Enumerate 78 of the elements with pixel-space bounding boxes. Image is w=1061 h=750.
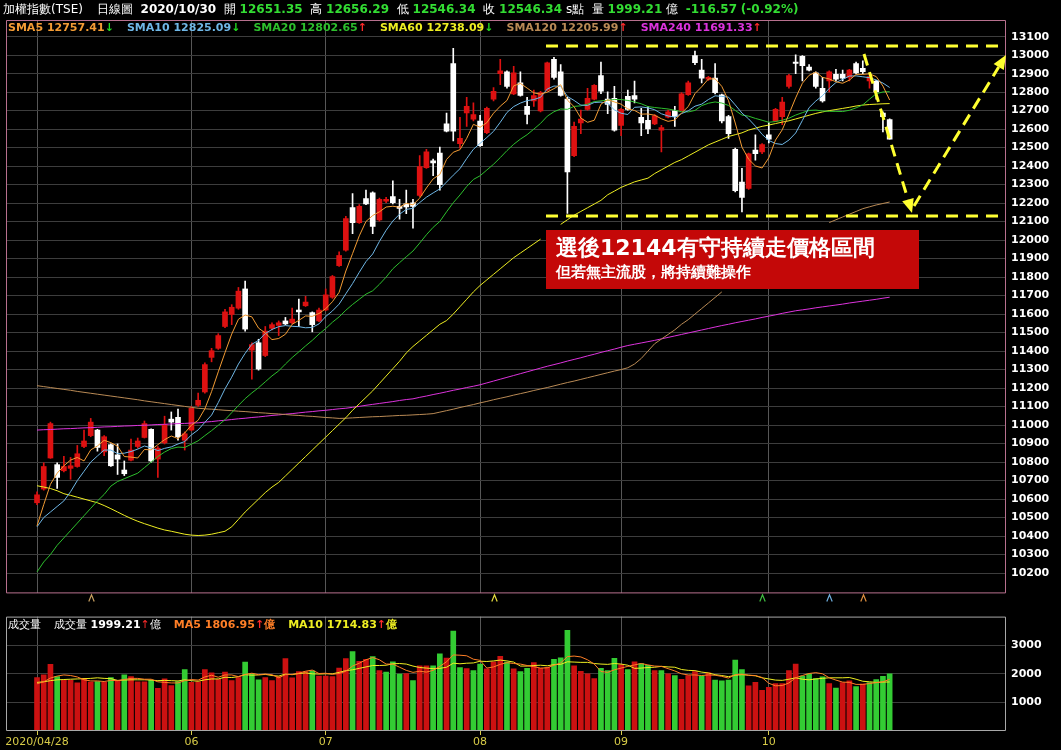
x-tick-label: 09	[614, 735, 629, 749]
y-tick-label: 10700	[1011, 473, 1050, 487]
y-tick-label: 11300	[1011, 362, 1050, 376]
candlestick	[463, 96, 470, 127]
bar	[665, 673, 671, 731]
y-tick-label: 11700	[1011, 288, 1050, 302]
candlestick	[497, 58, 504, 85]
y-tick-label: 2000	[1011, 666, 1042, 680]
y-tick-label: 11200	[1011, 380, 1050, 394]
text: MA10 1714.83↑億	[288, 617, 398, 631]
y-tick-label: 13000	[1011, 48, 1050, 61]
bar	[671, 675, 678, 731]
bar	[463, 668, 470, 731]
bar	[833, 687, 839, 731]
chart-title: 成交量	[8, 617, 41, 632]
text: SMA5 12757.41↓	[8, 21, 114, 34]
y-tick-label: 12500	[1011, 140, 1050, 154]
x-tick-label: 06	[184, 735, 199, 749]
text: SMA240 11691.33↑	[640, 21, 762, 34]
bar	[504, 661, 510, 731]
y-tick-label: 10900	[1011, 436, 1050, 450]
text: SMA60 12738.09↓	[379, 21, 494, 34]
bar	[54, 676, 60, 731]
x-tick-label: 10	[761, 735, 776, 749]
bar	[853, 686, 859, 731]
bar	[309, 670, 316, 731]
bar	[410, 680, 416, 731]
bar	[148, 680, 154, 731]
y-tick-label: 1000	[1011, 695, 1042, 709]
annotation: 但若無主流股，將持續難操作	[556, 262, 752, 283]
y-tick-label: 10400	[1011, 528, 1050, 542]
y-tick-label: 11400	[1011, 343, 1050, 357]
text: MA5 1806.95↑億	[173, 617, 276, 631]
bar	[101, 682, 107, 731]
bar	[651, 670, 658, 731]
y-tick-label: 11000	[1011, 417, 1050, 431]
y-tick-label: 10800	[1011, 454, 1050, 468]
annotation: 選後12144有守持續走價格區間	[556, 234, 876, 262]
y-tick-label: 10600	[1011, 491, 1050, 505]
bar	[121, 674, 128, 731]
bar	[403, 673, 410, 731]
x-tick-label: 07	[318, 735, 333, 749]
y-tick-label: 3000	[1011, 638, 1042, 652]
y-tick-label: 10300	[1011, 547, 1050, 561]
chart-title: 加權指數(TSE)	[3, 1, 83, 18]
candlestick	[457, 116, 463, 149]
bar	[618, 664, 624, 731]
annotation: 成交量 1999.21↑億	[54, 617, 161, 631]
y-tick-label: 13100	[1011, 29, 1050, 43]
y-tick-label: 11900	[1011, 251, 1050, 265]
y-tick-label: 12100	[1011, 214, 1050, 228]
y-tick-label: 12400	[1011, 158, 1050, 172]
y-tick-label: 12200	[1011, 195, 1050, 209]
bar	[369, 656, 376, 731]
y-tick-label: 12700	[1011, 103, 1050, 117]
text: SMA20 12802.65↑	[253, 21, 367, 34]
text: 日線圖 2020/10/30 開 12651.35 高 12656.29 低 12546.34 收 12546.34 s點 量 1999.21 億 -116.57 (-0.92%)	[96, 2, 799, 16]
y-tick-label: 12800	[1011, 85, 1050, 98]
bar	[826, 683, 833, 731]
y-tick-label: 11100	[1011, 399, 1050, 413]
y-tick-label: 11800	[1011, 269, 1050, 283]
text: SMA120 12205.99↑	[506, 21, 628, 34]
y-tick-label: 11500	[1011, 325, 1050, 339]
y-tick-label: 11600	[1011, 306, 1050, 320]
bar	[859, 683, 866, 731]
y-tick-label: 10500	[1011, 510, 1050, 524]
y-tick-label: 12000	[1011, 232, 1050, 246]
y-tick-label: 12900	[1011, 66, 1050, 80]
y-tick-label: 10200	[1011, 565, 1050, 579]
bar	[510, 668, 517, 731]
y-tick-label: 12600	[1011, 121, 1050, 135]
bar	[108, 677, 114, 731]
bar	[698, 675, 705, 731]
text: SMA10 12825.09↓	[126, 21, 241, 34]
y-tick-label: 12300	[1011, 177, 1050, 191]
bar	[624, 669, 631, 731]
x-tick-label: 08	[473, 735, 488, 749]
x-tick-label: 2020/04/28	[5, 735, 69, 749]
